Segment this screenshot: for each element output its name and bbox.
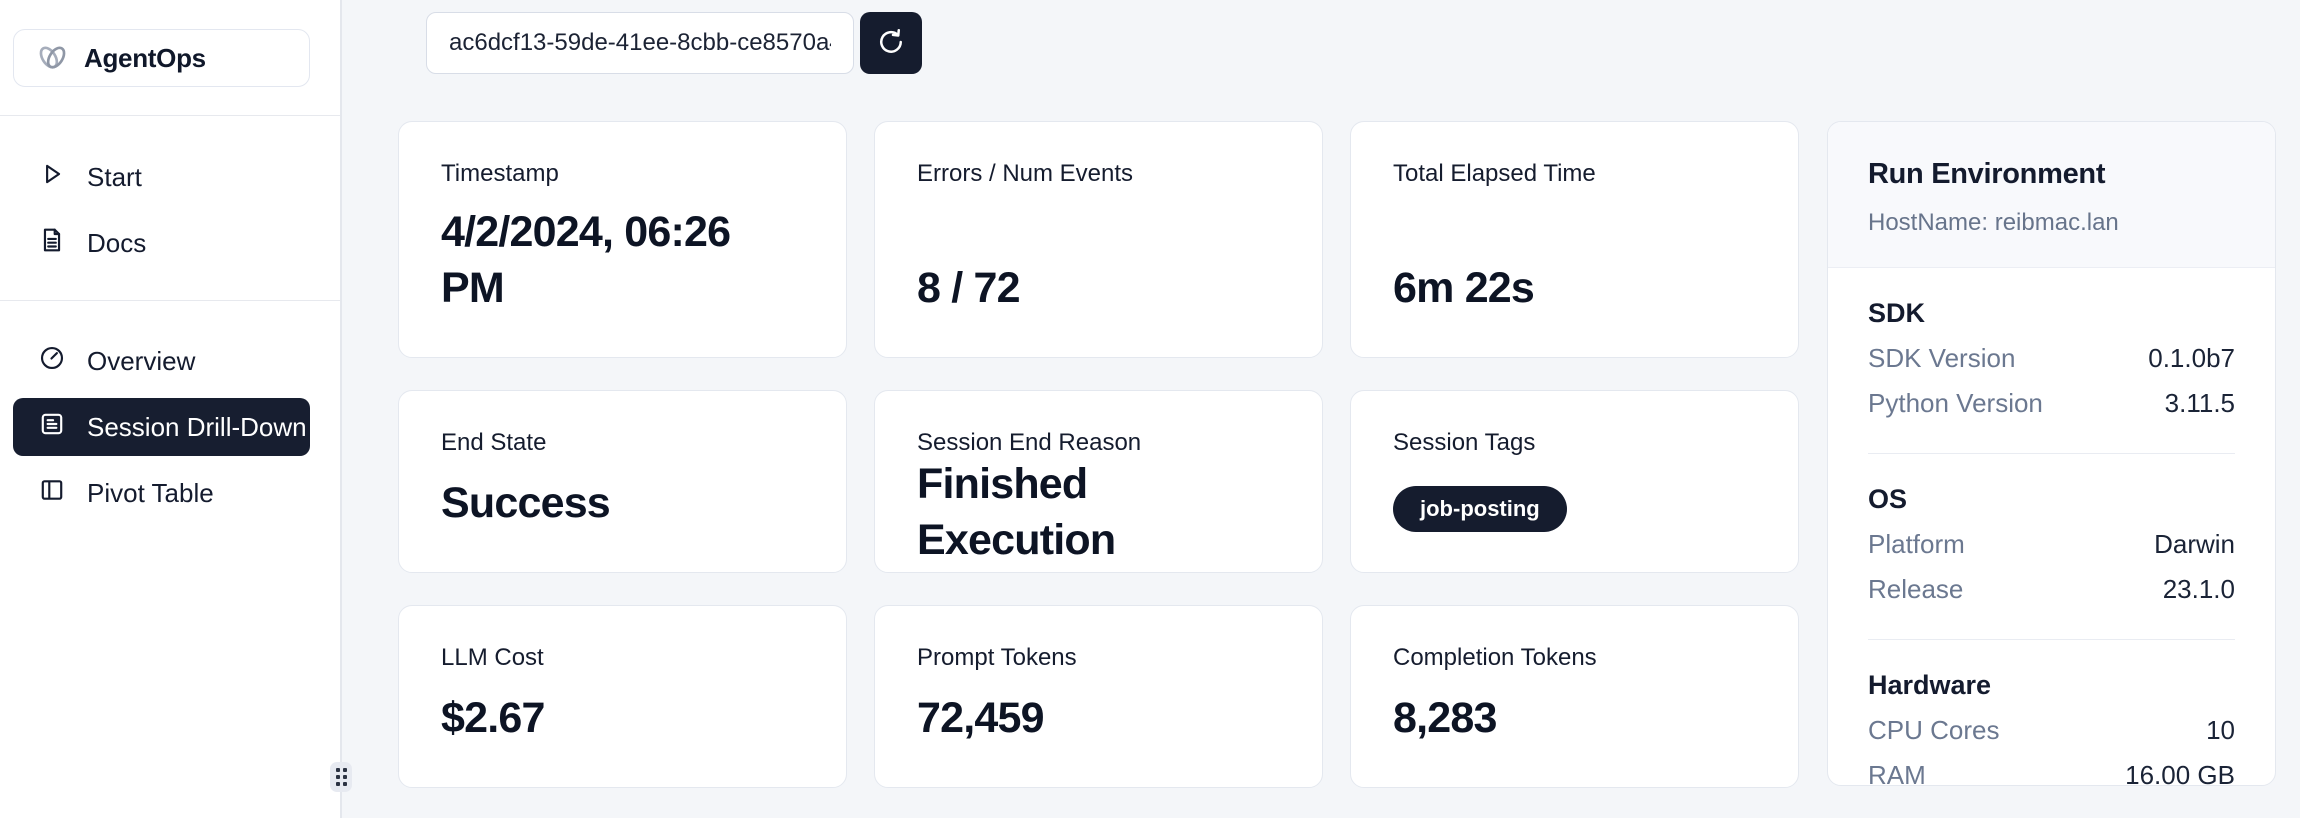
sidebar-item-start[interactable]: Start [13, 148, 310, 206]
gauge-icon [39, 345, 65, 378]
card-llm-cost: LLM Cost $2.67 [398, 605, 847, 788]
env-row-value: Darwin [2154, 529, 2235, 559]
env-section-sdk: SDK SDK Version 0.1.0b7 Python Version 3… [1868, 268, 2235, 454]
logo-text: AgentOps [84, 42, 206, 73]
card-value: 72,459 [917, 694, 1045, 743]
env-row: SDK Version 0.1.0b7 [1868, 343, 2235, 374]
sidebar-item-label: Start [87, 161, 142, 192]
session-id-input[interactable] [426, 12, 854, 74]
refresh-icon [876, 27, 906, 60]
card-label: Completion Tokens [1393, 644, 1597, 671]
sidebar-item-label: Overview [87, 345, 196, 376]
session-detail-area: Timestamp 4/2/2024, 06:26 PM Errors / Nu… [398, 121, 2278, 788]
card-label: Prompt Tokens [917, 644, 1077, 671]
section-heading: SDK [1868, 298, 1926, 328]
card-value: Finished Execution [917, 460, 1116, 564]
main-content: Timestamp 4/2/2024, 06:26 PM Errors / Nu… [342, 0, 2300, 818]
card-value: 4/2/2024, 06:26 PM [441, 208, 731, 313]
env-row: Python Version 3.11.5 [1868, 388, 2235, 419]
sidebar-item-label: Session Drill-Down [87, 411, 307, 442]
card-value: $2.67 [441, 694, 545, 743]
card-value: 6m 22s [1393, 264, 1535, 313]
sidebar-nav-top: Start Docs [0, 116, 340, 272]
env-row: Platform Darwin [1868, 529, 2235, 560]
env-row-label: RAM [1868, 760, 1926, 786]
sidebar-item-label: Pivot Table [87, 477, 214, 508]
sidebar-divider [0, 300, 340, 301]
metric-cards-grid: Timestamp 4/2/2024, 06:26 PM Errors / Nu… [398, 121, 1799, 788]
sidebar-resize-grip-icon[interactable] [330, 762, 352, 792]
card-session-end-reason: Session End Reason Finished Execution [874, 390, 1323, 573]
session-tag-badge: job-posting [1393, 486, 1567, 532]
card-errors-num-events: Errors / Num Events 8 / 72 [874, 121, 1323, 358]
refresh-button[interactable] [860, 12, 922, 74]
env-row: CPU Cores 10 [1868, 715, 2235, 746]
env-row: RAM 16.00 GB [1868, 760, 2235, 786]
card-label: Total Elapsed Time [1393, 160, 1596, 187]
card-completion-tokens: Completion Tokens 8,283 [1350, 605, 1799, 788]
section-heading: Hardware [1868, 670, 1992, 700]
card-value: 8,283 [1393, 694, 1497, 743]
session-toolbar [426, 12, 2278, 74]
env-row-label: Release [1868, 574, 1964, 604]
env-row-value: 0.1.0b7 [2148, 343, 2235, 373]
env-row-value: 16.00 GB [2125, 760, 2235, 786]
docs-icon [39, 227, 65, 260]
card-label: Errors / Num Events [917, 160, 1134, 187]
sidebar-item-label: Docs [87, 227, 147, 258]
agentops-logo-icon [34, 37, 71, 79]
card-label: End State [441, 429, 547, 456]
card-label: Session Tags [1393, 429, 1536, 456]
card-prompt-tokens: Prompt Tokens 72,459 [874, 605, 1323, 788]
env-row-value: 23.1.0 [2162, 574, 2235, 604]
card-session-tags: Session Tags job-posting [1350, 390, 1799, 573]
env-row-value: 3.11.5 [2164, 388, 2235, 418]
panel-title: Run Environment [1868, 158, 2106, 190]
env-row-value: 10 [2206, 715, 2235, 745]
env-row-label: Python Version [1868, 388, 2043, 418]
card-total-elapsed-time: Total Elapsed Time 6m 22s [1350, 121, 1799, 358]
logo[interactable]: AgentOps [13, 29, 310, 87]
sidebar-divider [0, 115, 340, 116]
section-heading: OS [1868, 484, 1908, 514]
env-section-hardware: Hardware CPU Cores 10 RAM 16.00 GB [1868, 640, 2235, 786]
card-label: Timestamp [441, 160, 559, 187]
sidebar-nav-main: Overview Session Drill-Down [0, 301, 340, 522]
card-value: 8 / 72 [917, 264, 1021, 313]
hostname-text: HostName: reibmac.lan [1868, 209, 2119, 236]
env-row: Release 23.1.0 [1868, 574, 2235, 605]
card-label: LLM Cost [441, 644, 544, 671]
play-icon [39, 161, 65, 194]
sidebar-item-docs[interactable]: Docs [13, 214, 310, 272]
card-label: Session End Reason [917, 429, 1142, 456]
run-environment-header: Run Environment HostName: reibmac.lan [1828, 122, 2275, 268]
split-panel-icon [39, 477, 65, 510]
sidebar-item-overview[interactable]: Overview [13, 332, 310, 390]
run-environment-panel: Run Environment HostName: reibmac.lan SD… [1827, 121, 2276, 786]
card-timestamp: Timestamp 4/2/2024, 06:26 PM [398, 121, 847, 358]
env-row-label: SDK Version [1868, 343, 2016, 373]
env-section-os: OS Platform Darwin Release 23.1.0 [1868, 454, 2235, 640]
env-row-label: CPU Cores [1868, 715, 2000, 745]
env-row-label: Platform [1868, 529, 1965, 559]
card-end-state: End State Success [398, 390, 847, 573]
sidebar-item-session-drill-down[interactable]: Session Drill-Down [13, 398, 310, 456]
card-value: Success [441, 479, 611, 528]
sidebar: AgentOps Start [0, 0, 342, 818]
note-icon [39, 411, 65, 444]
sidebar-item-pivot-table[interactable]: Pivot Table [13, 464, 310, 522]
